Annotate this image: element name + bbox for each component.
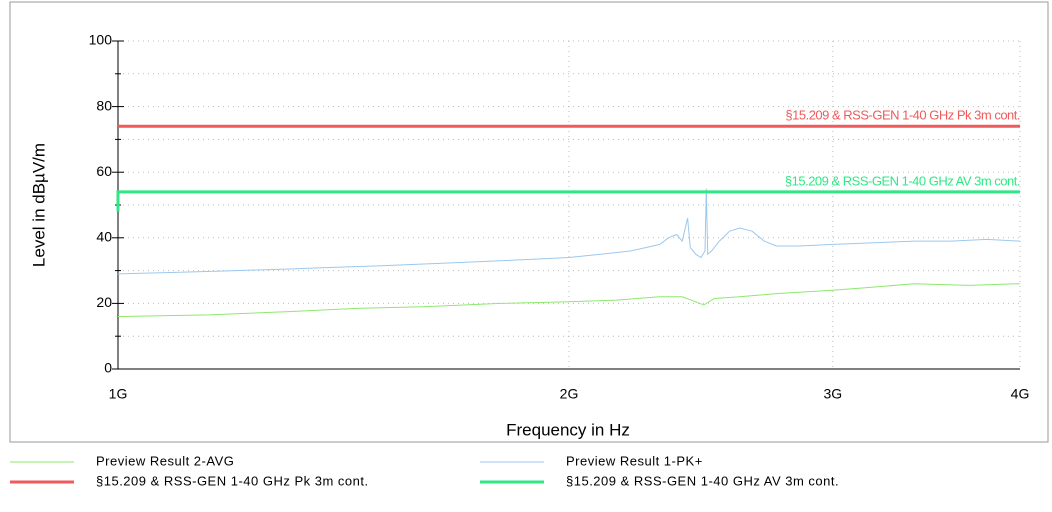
- legend-label: §15.209 & RSS-GEN 1-40 GHz AV 3m cont.: [566, 473, 839, 488]
- frame: [9, 1, 1049, 443]
- legend-label: Preview Result 1-PK+: [566, 453, 703, 468]
- y-tick-label: 80: [96, 97, 112, 113]
- x-tick-label: 1G: [109, 386, 128, 402]
- limit-label: §15.209 & RSS-GEN 1-40 GHz AV 3m cont.: [785, 173, 1020, 188]
- y-tick-label: 40: [96, 229, 112, 245]
- x-axis-label: Frequency in Hz: [506, 420, 630, 439]
- legend-label: Preview Result 2-AVG: [96, 453, 234, 468]
- y-tick-label: 20: [96, 294, 112, 310]
- legend-label: §15.209 & RSS-GEN 1-40 GHz Pk 3m cont.: [96, 473, 369, 488]
- y-axis-label: Level in dBµV/m: [29, 143, 48, 267]
- x-tick-label: 4G: [1011, 386, 1030, 402]
- series-line: [116, 190, 1020, 212]
- series-line: [117, 188, 1021, 275]
- x-tick-label: 2G: [560, 386, 579, 402]
- x-tick-label: 3G: [823, 386, 842, 402]
- y-tick-label: 0: [104, 360, 112, 376]
- series-line: [117, 283, 1021, 317]
- y-tick-label: 100: [89, 32, 113, 48]
- limit-label: §15.209 & RSS-GEN 1-40 GHz Pk 3m cont.: [785, 108, 1020, 123]
- y-tick-label: 60: [96, 163, 112, 179]
